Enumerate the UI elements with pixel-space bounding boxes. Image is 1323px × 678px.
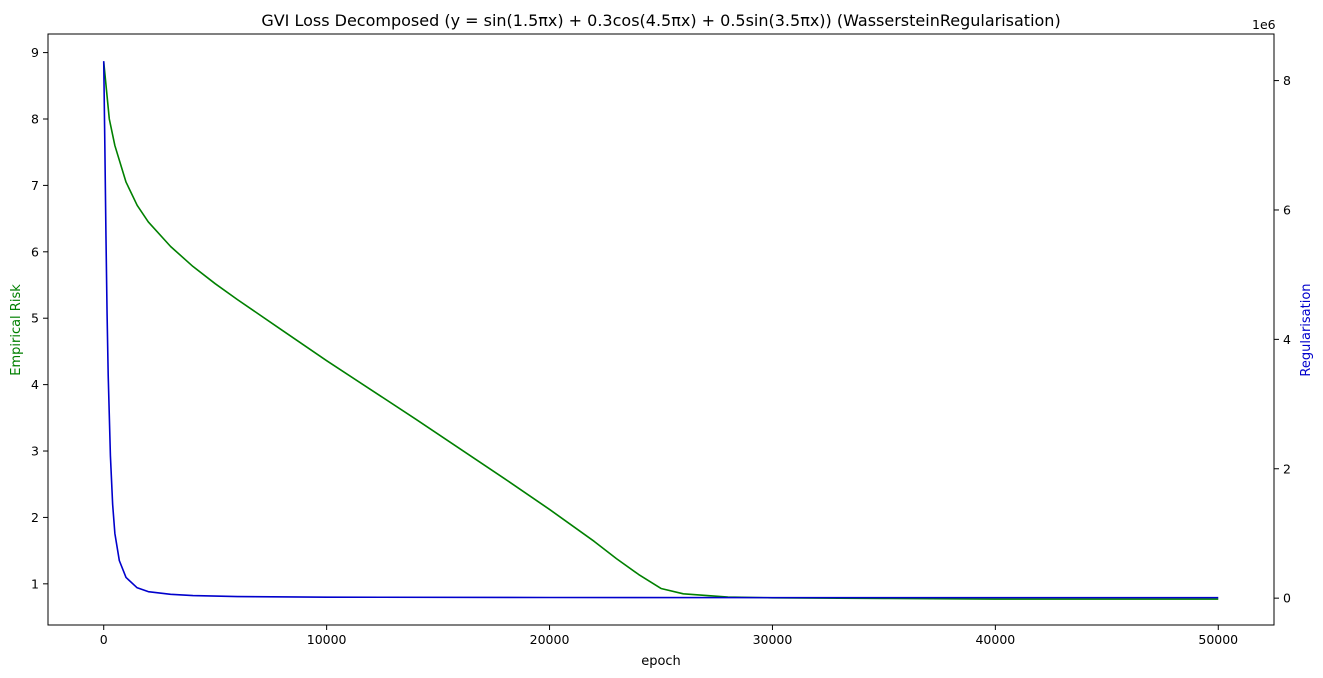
y-left-tick-label: 4	[31, 377, 39, 392]
x-tick-label: 10000	[307, 632, 347, 647]
y-right-axis-label: Regularisation	[1299, 283, 1314, 376]
y-left-tick-label: 6	[31, 244, 39, 259]
y-left-tick-label: 7	[31, 178, 39, 193]
y-left-tick-label: 9	[31, 45, 39, 60]
x-tick-label: 0	[100, 632, 108, 647]
plot-frame	[47, 33, 1275, 626]
y-left-tick-label: 2	[31, 510, 39, 525]
series-lines	[102, 61, 1219, 600]
x-tick-label: 50000	[1198, 632, 1238, 647]
chart-title: GVI Loss Decomposed (y = sin(1.5πx) + 0.…	[261, 11, 1060, 30]
right-axis-offset-label: 1e6	[1252, 17, 1276, 32]
y-left-tick-label: 1	[31, 576, 39, 591]
y-left-tick-label: 8	[31, 111, 39, 126]
x-tick-label: 30000	[753, 632, 793, 647]
y-right-tick-label: 6	[1283, 202, 1291, 217]
y-right-tick-label: 0	[1283, 591, 1291, 606]
y-left-tick-label: 5	[31, 311, 39, 326]
series-line-regularisation	[102, 61, 1219, 599]
x-tick-label: 40000	[975, 632, 1015, 647]
y-right-axis-ticks: 0 2 4 6 8	[1274, 73, 1291, 606]
y-right-tick-label: 4	[1283, 332, 1291, 347]
y-left-axis-ticks: 1 2 3 4 5 6 7 8 9	[31, 45, 48, 591]
y-left-axis-label: Empirical Risk	[9, 284, 24, 376]
x-tick-label: 20000	[530, 632, 570, 647]
x-axis-label: epoch	[641, 654, 681, 669]
x-axis-ticks: 0 10000 20000 30000 40000 50000	[100, 625, 1238, 647]
y-right-tick-label: 2	[1283, 461, 1291, 476]
y-right-tick-label: 8	[1283, 73, 1291, 88]
y-left-tick-label: 3	[31, 444, 39, 459]
